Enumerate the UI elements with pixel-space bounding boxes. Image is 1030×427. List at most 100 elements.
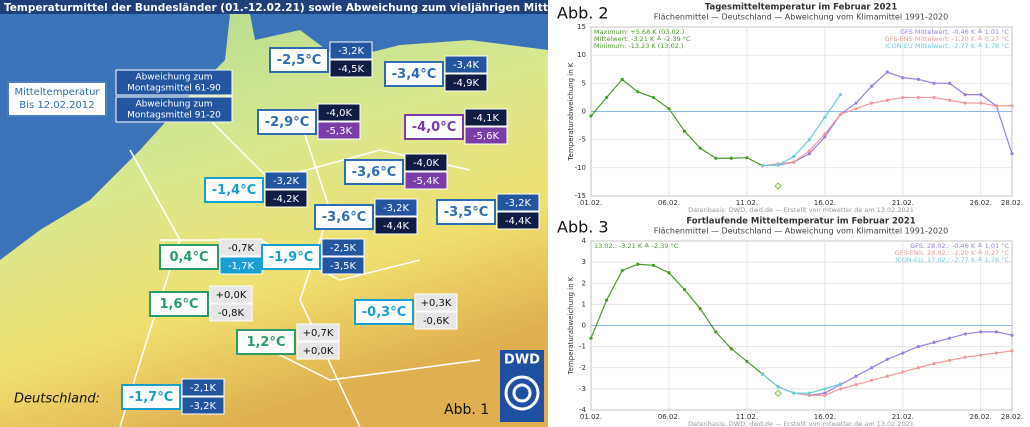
deviation-label: -3,4K: [453, 60, 480, 71]
deviation-label: -3,2K: [273, 176, 300, 187]
deviation-label: -2,1K: [190, 383, 217, 394]
deviation-box: [296, 341, 340, 360]
deviation-label: -2,5K: [330, 243, 357, 254]
point: [901, 95, 905, 100]
temp-box: [344, 159, 404, 185]
x-tick-label: 01.02.: [580, 413, 602, 421]
point: [714, 330, 718, 334]
y-tick-label: -15: [575, 192, 586, 200]
min-marker: [774, 389, 782, 398]
point: [776, 385, 780, 389]
point: [792, 154, 796, 159]
x-tick-label: 21.02.: [892, 199, 914, 207]
deviation-box: [464, 108, 508, 127]
x-tick-label: 28.02.: [1001, 413, 1023, 421]
point: [916, 95, 921, 100]
point: [994, 351, 999, 355]
deviation-box: [181, 378, 225, 397]
y-tick-label: 5: [582, 79, 586, 87]
deviation-label: -4,0K: [326, 108, 353, 119]
deviation-label: -4,4K: [383, 221, 410, 232]
deviation-label: -4,5K: [338, 64, 365, 75]
x-tick-label: 06.02.: [658, 413, 680, 421]
point: [932, 361, 936, 366]
point: [979, 93, 983, 97]
point: [994, 104, 999, 108]
point: [854, 101, 858, 105]
temp-box: [269, 47, 329, 73]
y-tick-label: 0: [582, 322, 586, 330]
temp-box: [384, 61, 444, 87]
point: [885, 357, 889, 361]
legend-text: Mitteltemperatur: [14, 87, 100, 98]
temp-box: [236, 329, 296, 355]
note: GFS, 28.02.: -0.46 K ≙ 1.01 °C: [910, 242, 1009, 250]
map-title: Temperaturmittel der Bundesländer (01.-1…: [4, 2, 559, 14]
point: [729, 347, 733, 351]
point: [760, 163, 765, 168]
y-tick-label: 2: [582, 279, 586, 287]
point: [807, 138, 811, 142]
temp-box: [354, 299, 414, 325]
deviation-box: [464, 126, 508, 145]
point: [948, 81, 952, 85]
point: [885, 98, 889, 102]
point: [901, 76, 905, 80]
point: [714, 156, 718, 160]
point: [932, 95, 936, 100]
point: [854, 383, 858, 387]
deviation-label: -3,2K: [505, 198, 532, 209]
line: [590, 78, 763, 167]
temp-label: -1,7°C: [129, 390, 173, 405]
temp-box: [257, 109, 317, 135]
point: [854, 107, 858, 111]
deviation-box: [321, 256, 365, 275]
deviation-box: [404, 171, 448, 190]
point: [838, 382, 843, 386]
line: [590, 263, 763, 375]
point: [963, 101, 967, 105]
min-marker: [774, 182, 782, 190]
point: [823, 387, 827, 391]
point: [698, 146, 702, 150]
point: [729, 156, 733, 160]
point: [667, 107, 671, 111]
point: [760, 372, 765, 376]
deviation-label: -4,0K: [413, 158, 440, 169]
point: [823, 115, 827, 119]
point: [682, 129, 687, 133]
temp-label: 0,4°C: [169, 250, 208, 265]
temp-box: [436, 199, 496, 225]
y-tick-label: -4: [579, 406, 587, 414]
deviation-label: -4,9K: [453, 78, 480, 89]
deviation-box: [444, 73, 488, 92]
note: ICON-EU, 17.02.: -2.77 K ≙ 1.78 °C: [895, 256, 1009, 264]
figure-label: Abb. 1: [444, 402, 489, 418]
chart-title: Fortlaufende Mitteltemperatur im Februar…: [686, 217, 915, 227]
temp-box: [204, 177, 264, 203]
temp-label: -1,4°C: [212, 183, 256, 198]
point: [948, 358, 952, 362]
legend-text: Montagsmittel 91-20: [127, 111, 221, 121]
point: [932, 81, 936, 85]
point: [1010, 104, 1014, 108]
temp-label: -3,6°C: [352, 165, 396, 180]
deviation-label: -5,4K: [413, 176, 440, 187]
note: 13.02.: -3.21 K ≙ -2,39 °C: [594, 242, 679, 250]
deviation-box: [414, 311, 458, 330]
point: [979, 353, 983, 357]
point: [916, 345, 921, 349]
temp-label: -2,5°C: [277, 53, 321, 68]
point: [682, 287, 687, 292]
point: [870, 84, 874, 88]
point: [807, 391, 811, 395]
temp-label: -4,0°C: [412, 120, 456, 135]
point: [807, 152, 811, 156]
x-tick-label: 26.02.: [970, 199, 992, 207]
point: [838, 387, 843, 391]
deviation-label: -5,3K: [326, 126, 353, 137]
note: Minimum: -13.23 K (13.02.): [594, 42, 683, 50]
legend-text: Abweichung zum: [135, 73, 212, 83]
deviation-label: -3,5K: [330, 261, 357, 272]
note: GFS Mittelwert: -0.46 K ≙ 1.01 °C: [900, 28, 1009, 36]
